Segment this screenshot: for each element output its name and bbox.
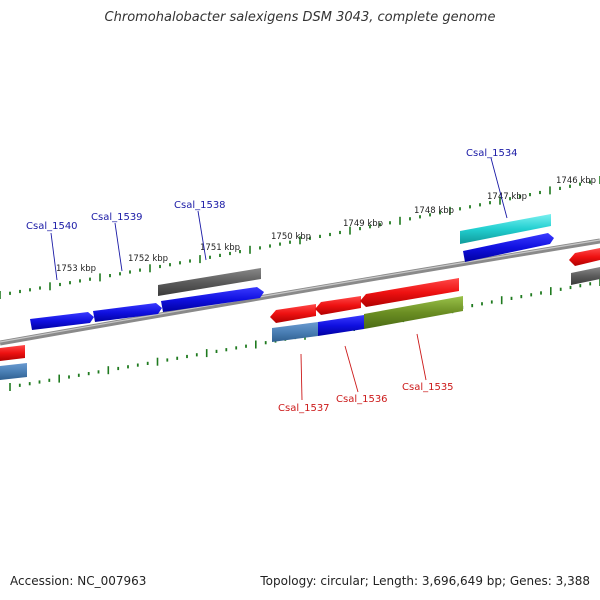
kbp-label: 1749 kbp: [343, 219, 383, 229]
leader-lines: [50, 157, 508, 401]
gene-feature[interactable]: [569, 248, 600, 266]
kbp-label: 1746 kbp: [556, 176, 596, 186]
gene-feature[interactable]: [364, 296, 463, 329]
gene-feature[interactable]: [360, 278, 459, 307]
kbp-label: 1751 kbp: [200, 243, 240, 253]
gene-labels: Csal_1540 Csal_1539 Csal_1538 Csal_1534 …: [26, 148, 518, 414]
kbp-label: 1752 kbp: [128, 254, 168, 264]
gene-feature[interactable]: [158, 268, 261, 296]
topology-summary: Topology: circular; Length: 3,696,649 bp…: [260, 574, 590, 588]
gene-label[interactable]: Csal_1536: [336, 394, 388, 405]
gene-feature[interactable]: [318, 315, 364, 336]
kbp-label: 1747 kbp: [487, 192, 527, 202]
accession-text: Accession: NC_007963: [10, 574, 147, 588]
gene-feature[interactable]: [0, 345, 25, 361]
gene-feature[interactable]: [270, 304, 316, 323]
gene-label[interactable]: Csal_1535: [402, 382, 454, 393]
kbp-labels: 1753 kbp 1752 kbp 1751 kbp 1750 kbp 1749…: [56, 176, 596, 274]
map-title: Chromohalobacter salexigens DSM 3043, co…: [104, 10, 496, 25]
gene-feature[interactable]: [93, 303, 162, 322]
gene-feature[interactable]: [571, 267, 600, 285]
gene-label[interactable]: Csal_1540: [26, 221, 78, 232]
gene-label[interactable]: Csal_1537: [278, 403, 330, 414]
kbp-label: 1750 kbp: [271, 232, 311, 242]
genome-backbone: [0, 238, 600, 346]
gene-label[interactable]: Csal_1539: [91, 212, 143, 223]
forward-genes: [30, 214, 600, 330]
gene-feature[interactable]: [315, 296, 361, 315]
reverse-genes: [0, 278, 463, 380]
kbp-label: 1753 kbp: [56, 264, 96, 274]
gene-feature[interactable]: [272, 322, 318, 342]
gene-feature[interactable]: [0, 363, 27, 380]
tick-ring-outer: [0, 176, 600, 299]
gene-feature[interactable]: [30, 312, 94, 330]
gene-feature[interactable]: [460, 214, 551, 244]
gene-feature[interactable]: [161, 287, 264, 312]
gene-label[interactable]: Csal_1534: [466, 148, 518, 159]
gene-label[interactable]: Csal_1538: [174, 200, 226, 211]
gene-feature[interactable]: [463, 233, 554, 262]
kbp-label: 1748 kbp: [414, 206, 454, 216]
